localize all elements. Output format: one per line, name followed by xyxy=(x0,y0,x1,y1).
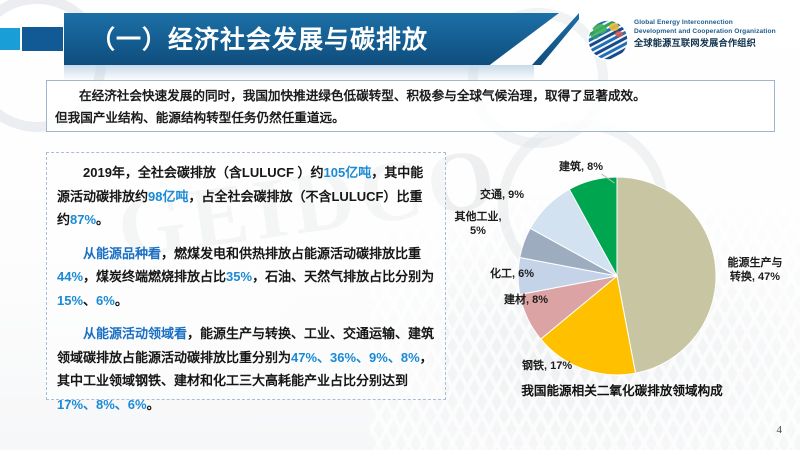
p2-lead: 从能源品种看 xyxy=(83,245,162,261)
p1-value-87: 87% xyxy=(70,212,97,227)
p1-value-98: 98亿吨 xyxy=(148,188,189,204)
pie-label-jianzhu: 建筑, 8% xyxy=(559,161,604,173)
p1-e: ，占全社会碳排放（不含LULUCF）比重约 xyxy=(57,188,423,228)
p3-b: ，能源生产与转换、工业、交通运输、建筑领域碳排放占能源活动碳排放比重分别为 xyxy=(57,326,435,365)
paragraph-emissions-total: 2019年，全社会碳排放（含LULUCF ）约105亿吨，其中能源活动碳排放约9… xyxy=(57,161,435,232)
p2-value-35: 35% xyxy=(226,269,253,284)
chart-caption: 我国能源相关二氧化碳排放领域构成 xyxy=(521,384,723,398)
p1-value-105: 105亿吨 xyxy=(323,165,372,180)
globe-meridian-icon xyxy=(586,18,630,62)
statement-line-1: 在经济社会快速发展的同时，我国加快推进绿色低碳转型、积极参与全球气候治理，取得了… xyxy=(79,89,646,103)
p2-d: ，煤炭终端燃烧排放占比 xyxy=(83,269,227,284)
p2-b: ，燃煤发电和供热排放占能源活动碳排放比重 xyxy=(161,245,422,261)
pie-label-huagong: 化工, 6% xyxy=(490,268,535,280)
header-shadow-fade xyxy=(64,65,534,81)
p1-c: ，其中能源活动碳排放约 xyxy=(57,165,424,204)
pie-slice-1 xyxy=(540,275,637,376)
pie-slice-6 xyxy=(568,176,618,277)
page-title: （一）经济社会发展与碳排放 xyxy=(90,26,429,54)
pie-graphic xyxy=(517,176,717,376)
logo-en-line1: Global Energy Interconnection xyxy=(634,19,733,26)
pie-slice-0 xyxy=(616,176,717,374)
p3-values-sectors: 47%、36%、9%、8% xyxy=(291,349,420,365)
header-banner xyxy=(64,13,559,65)
page-number: 4 xyxy=(776,424,783,436)
pie-label-qita-gongye: 其他工业, 5% xyxy=(454,211,502,237)
pie-label-jiaotong: 交通, 9% xyxy=(480,189,525,201)
left-detail-box: 2019年，全社会碳排放（含LULUCF ）约105亿吨，其中能源活动碳排放约9… xyxy=(46,152,446,412)
pie-label-gangtie: 钢铁, 17% xyxy=(522,360,573,372)
p2-j: 。 xyxy=(114,292,128,308)
p2-value-6: 6% xyxy=(96,292,115,308)
paragraph-by-activity-sector: 从能源活动领域看，能源生产与转换、工业、交通运输、建筑领域碳排放占能源活动碳排放… xyxy=(57,322,435,416)
pie-slices xyxy=(517,176,717,376)
pie-label-nengyuan: 能源生产与转换, 47% xyxy=(727,257,783,283)
pie-chart: 建筑, 8% 交通, 9% 其他工业, 5% 化工, 6% 建材, 8% 钢铁,… xyxy=(452,148,792,410)
pie-label-jiancai: 建材, 8% xyxy=(504,294,549,306)
p2-h: 、 xyxy=(83,292,97,308)
logo-wordmark: Global Energy Interconnection Developmen… xyxy=(634,19,800,50)
statement-line-2: 但我国产业结构、能源结构转型任务仍然任重道远。 xyxy=(55,111,345,125)
top-statement-box: 在经济社会快速发展的同时，我国加快推进绿色低碳转型、积极参与全球气候治理，取得了… xyxy=(46,80,775,132)
logo-cn-line: 全球能源互联网发展合作组织 xyxy=(634,38,757,49)
paragraph-by-energy-type: 从能源品种看，燃煤发电和供热排放占能源活动碳排放比重 44%，煤炭终端燃烧排放占比… xyxy=(57,242,435,313)
logo-en-line2: Development and Cooperation Organization xyxy=(634,27,776,35)
p1-a: 2019年，全社会碳排放（含LULUCF ）约 xyxy=(83,165,324,180)
p1-g: 。 xyxy=(96,212,110,227)
p3-f: 。 xyxy=(146,396,160,412)
p3-lead: 从能源活动领域看 xyxy=(83,326,188,341)
p3-values-industry: 17%、8%、6% xyxy=(57,396,147,412)
header-accent-square-blue xyxy=(21,26,64,52)
p2-value-15: 15% xyxy=(57,292,84,308)
slide-header: （一）经济社会发展与碳排放 xyxy=(0,8,800,81)
header-accent-square-cyan xyxy=(0,28,20,50)
p2-f: ，石油、天然气排放占比分别为 xyxy=(252,269,435,284)
p3-d: ，其中工业领域钢铁、建材和化工三大高耗能产业占比分别达到 xyxy=(57,349,433,389)
p2-value-44: 44% xyxy=(57,269,84,284)
